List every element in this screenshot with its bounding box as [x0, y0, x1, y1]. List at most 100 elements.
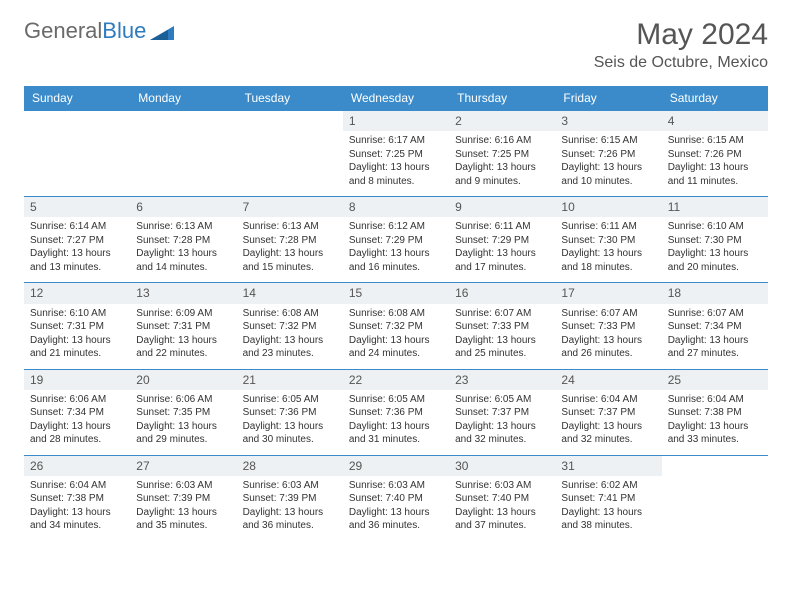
day-cell: 1 Sunrise: 6:17 AMSunset: 7:25 PMDaylight… [343, 111, 449, 197]
calendar-table: SundayMondayTuesdayWednesdayThursdayFrid… [24, 86, 768, 541]
day-number: 26 [24, 456, 130, 476]
day-number: 11 [662, 197, 768, 217]
day-number: 24 [555, 370, 661, 390]
day-header-row: SundayMondayTuesdayWednesdayThursdayFrid… [24, 86, 768, 111]
day-header: Thursday [449, 86, 555, 111]
day-details: Sunrise: 6:03 AMSunset: 7:40 PMDaylight:… [455, 479, 549, 533]
day-cell: 9 Sunrise: 6:11 AMSunset: 7:29 PMDaylight… [449, 197, 555, 283]
day-details: Sunrise: 6:04 AMSunset: 7:38 PMDaylight:… [668, 393, 762, 447]
day-cell: 6 Sunrise: 6:13 AMSunset: 7:28 PMDaylight… [130, 197, 236, 283]
day-details: Sunrise: 6:13 AMSunset: 7:28 PMDaylight:… [136, 220, 230, 274]
day-number: 27 [130, 456, 236, 476]
month-title: May 2024 [594, 18, 768, 52]
day-number: 30 [449, 456, 555, 476]
day-details: Sunrise: 6:06 AMSunset: 7:34 PMDaylight:… [30, 393, 124, 447]
day-number: 25 [662, 370, 768, 390]
day-details: Sunrise: 6:03 AMSunset: 7:39 PMDaylight:… [243, 479, 337, 533]
logo-word-blue: Blue [102, 18, 146, 43]
day-cell: 11 Sunrise: 6:10 AMSunset: 7:30 PMDayligh… [662, 197, 768, 283]
day-details: Sunrise: 6:11 AMSunset: 7:30 PMDaylight:… [561, 220, 655, 274]
day-number: 1 [343, 111, 449, 131]
logo-text: GeneralBlue [24, 18, 146, 44]
day-cell: 4 Sunrise: 6:15 AMSunset: 7:26 PMDaylight… [662, 111, 768, 197]
day-number: 12 [24, 283, 130, 303]
week-row: 12 Sunrise: 6:10 AMSunset: 7:31 PMDayligh… [24, 283, 768, 369]
day-number: 21 [237, 370, 343, 390]
day-number: 4 [662, 111, 768, 131]
day-number: 13 [130, 283, 236, 303]
day-number: 10 [555, 197, 661, 217]
week-row: ...1Sunrise: 6:17 AMSunset: 7:25 PMDayli… [24, 111, 768, 197]
day-header: Monday [130, 86, 236, 111]
day-header: Saturday [662, 86, 768, 111]
day-cell: 28 Sunrise: 6:03 AMSunset: 7:39 PMDayligh… [237, 455, 343, 541]
day-number: 9 [449, 197, 555, 217]
day-details: Sunrise: 6:04 AMSunset: 7:38 PMDaylight:… [30, 479, 124, 533]
day-number: 5 [24, 197, 130, 217]
day-cell: . [662, 455, 768, 541]
day-details: Sunrise: 6:11 AMSunset: 7:29 PMDaylight:… [455, 220, 549, 274]
day-details: Sunrise: 6:15 AMSunset: 7:26 PMDaylight:… [561, 134, 655, 188]
day-details: Sunrise: 6:03 AMSunset: 7:40 PMDaylight:… [349, 479, 443, 533]
day-number: 15 [343, 283, 449, 303]
day-details: Sunrise: 6:04 AMSunset: 7:37 PMDaylight:… [561, 393, 655, 447]
day-details: Sunrise: 6:17 AMSunset: 7:25 PMDaylight:… [349, 134, 443, 188]
day-cell: 2Sunrise: 6:16 AMSunset: 7:25 PMDaylight… [449, 111, 555, 197]
day-cell: 19Sunrise: 6:06 AMSunset: 7:34 PMDayligh… [24, 369, 130, 455]
title-block: May 2024 Seis de Octubre, Mexico [594, 18, 768, 72]
logo-word-general: General [24, 18, 102, 43]
day-cell: 5 Sunrise: 6:14 AMSunset: 7:27 PMDaylight… [24, 197, 130, 283]
week-row: 19Sunrise: 6:06 AMSunset: 7:34 PMDayligh… [24, 369, 768, 455]
day-number: 22 [343, 370, 449, 390]
day-details: Sunrise: 6:10 AMSunset: 7:30 PMDaylight:… [668, 220, 762, 274]
day-number: 7 [237, 197, 343, 217]
day-cell: 21 Sunrise: 6:05 AMSunset: 7:36 PMDayligh… [237, 369, 343, 455]
day-cell: 12 Sunrise: 6:10 AMSunset: 7:31 PMDayligh… [24, 283, 130, 369]
day-number: 28 [237, 456, 343, 476]
week-row: 26 Sunrise: 6:04 AMSunset: 7:38 PMDayligh… [24, 455, 768, 541]
day-header: Friday [555, 86, 661, 111]
week-row: 5 Sunrise: 6:14 AMSunset: 7:27 PMDaylight… [24, 197, 768, 283]
day-cell: 31Sunrise: 6:02 AMSunset: 7:41 PMDayligh… [555, 455, 661, 541]
day-number: 20 [130, 370, 236, 390]
logo-triangle-icon [150, 22, 174, 40]
day-cell: 15 Sunrise: 6:08 AMSunset: 7:32 PMDayligh… [343, 283, 449, 369]
day-cell: 24 Sunrise: 6:04 AMSunset: 7:37 PMDayligh… [555, 369, 661, 455]
day-details: Sunrise: 6:16 AMSunset: 7:25 PMDaylight:… [455, 134, 549, 188]
day-cell: 20Sunrise: 6:06 AMSunset: 7:35 PMDayligh… [130, 369, 236, 455]
location: Seis de Octubre, Mexico [594, 54, 768, 72]
day-details: Sunrise: 6:07 AMSunset: 7:34 PMDaylight:… [668, 307, 762, 361]
day-number: 8 [343, 197, 449, 217]
day-details: Sunrise: 6:02 AMSunset: 7:41 PMDaylight:… [561, 479, 655, 533]
day-number: 23 [449, 370, 555, 390]
day-cell: 26 Sunrise: 6:04 AMSunset: 7:38 PMDayligh… [24, 455, 130, 541]
day-details: Sunrise: 6:15 AMSunset: 7:26 PMDaylight:… [668, 134, 762, 188]
day-number: 17 [555, 283, 661, 303]
day-number: 14 [237, 283, 343, 303]
day-details: Sunrise: 6:05 AMSunset: 7:36 PMDaylight:… [349, 393, 443, 447]
day-cell: . [24, 111, 130, 197]
logo: GeneralBlue [24, 18, 174, 44]
day-cell: 23 Sunrise: 6:05 AMSunset: 7:37 PMDayligh… [449, 369, 555, 455]
day-cell: 29 Sunrise: 6:03 AMSunset: 7:40 PMDayligh… [343, 455, 449, 541]
day-cell: . [237, 111, 343, 197]
day-cell: 16Sunrise: 6:07 AMSunset: 7:33 PMDayligh… [449, 283, 555, 369]
day-cell: 18 Sunrise: 6:07 AMSunset: 7:34 PMDayligh… [662, 283, 768, 369]
day-number: 6 [130, 197, 236, 217]
day-cell: 22 Sunrise: 6:05 AMSunset: 7:36 PMDayligh… [343, 369, 449, 455]
day-details: Sunrise: 6:08 AMSunset: 7:32 PMDaylight:… [349, 307, 443, 361]
day-number: 3 [555, 111, 661, 131]
day-details: Sunrise: 6:08 AMSunset: 7:32 PMDaylight:… [243, 307, 337, 361]
day-number: 29 [343, 456, 449, 476]
day-details: Sunrise: 6:12 AMSunset: 7:29 PMDaylight:… [349, 220, 443, 274]
day-cell: 3 Sunrise: 6:15 AMSunset: 7:26 PMDaylight… [555, 111, 661, 197]
day-details: Sunrise: 6:14 AMSunset: 7:27 PMDaylight:… [30, 220, 124, 274]
day-details: Sunrise: 6:05 AMSunset: 7:37 PMDaylight:… [455, 393, 549, 447]
header: GeneralBlue May 2024 Seis de Octubre, Me… [24, 18, 768, 72]
day-number: 16 [449, 283, 555, 303]
day-number: 18 [662, 283, 768, 303]
day-details: Sunrise: 6:05 AMSunset: 7:36 PMDaylight:… [243, 393, 337, 447]
day-details: Sunrise: 6:10 AMSunset: 7:31 PMDaylight:… [30, 307, 124, 361]
day-cell: 13Sunrise: 6:09 AMSunset: 7:31 PMDayligh… [130, 283, 236, 369]
day-cell: 7Sunrise: 6:13 AMSunset: 7:28 PMDaylight… [237, 197, 343, 283]
